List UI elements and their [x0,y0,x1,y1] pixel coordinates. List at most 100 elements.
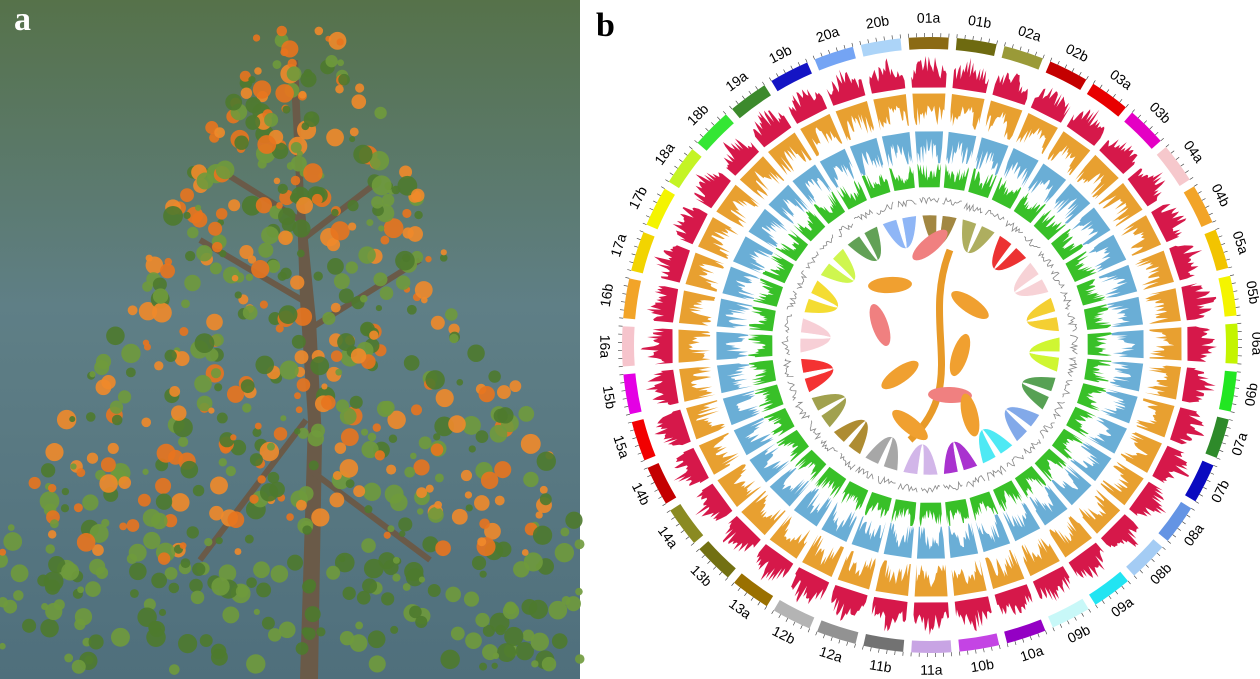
foliage [286,513,294,521]
foliage [335,85,344,94]
foliage [168,664,180,675]
foliage [282,105,291,114]
foliage [435,540,451,557]
foliage [45,544,56,554]
chromosome-label: 02b [1063,40,1091,65]
tick [870,647,872,652]
density-track [831,585,868,621]
foliage [375,304,383,312]
tick [707,560,711,564]
tick [783,69,786,74]
foliage [155,477,172,494]
foliage [560,527,570,537]
density-track [1135,398,1175,438]
tick [1228,266,1233,269]
chromosome-band [732,85,771,119]
tick [716,116,721,120]
density-track [678,329,711,363]
foliage [280,267,292,280]
tick [642,222,647,225]
foliage [244,534,254,544]
foliage [88,634,104,650]
foliage [493,408,508,423]
tick [1160,138,1164,142]
tick [741,95,745,100]
tick [1057,60,1060,65]
foliage [330,221,350,241]
foliage [192,562,206,576]
chromosome-band [958,633,1000,652]
foliage [152,277,167,292]
foliage [339,407,357,425]
foliage [295,642,309,655]
foliage [251,260,270,279]
density-track [1087,332,1112,356]
foliage [152,288,169,304]
foliage [196,395,213,412]
foliage [247,255,257,264]
foliage [450,626,465,641]
gc-line [876,201,894,216]
tick [988,38,990,43]
density-track [1109,361,1144,392]
chromosome-band [631,419,656,461]
tick [1121,585,1125,590]
density-track [1027,163,1067,204]
tick [1223,250,1228,253]
foliage [273,427,288,441]
foliage [307,430,325,447]
tick [1197,191,1202,194]
tick [998,645,1001,650]
density-track [1032,566,1071,602]
foliage [257,135,277,154]
density-track [826,69,866,106]
foliage [155,493,173,510]
tick [694,140,698,144]
gc-line [796,270,808,289]
foliage [242,305,258,320]
chromosome-band [863,633,905,652]
density-track [1151,204,1187,243]
chromosome-label: 10a [1018,642,1045,665]
foliage [235,585,249,598]
gc-line [984,209,1005,221]
density-track [733,417,774,456]
density-track [698,432,740,475]
tick [1182,521,1186,525]
tick [696,548,700,552]
density-track [814,466,847,499]
tick [1095,604,1098,609]
tick [755,86,759,90]
gc-line [853,209,874,221]
density-track [943,163,969,191]
foliage [362,578,378,594]
tick [769,77,772,82]
tick [680,530,685,534]
foliage [234,548,242,556]
foliage [463,591,480,607]
foliage [254,422,262,430]
foliage [89,371,96,378]
tick [843,45,846,50]
synteny-ribbon [1021,376,1057,411]
tick [1139,570,1144,574]
gc-line [1005,220,1023,233]
chromosome-label: 18b [684,101,712,129]
tick [656,193,661,196]
chromosome-band [817,620,859,644]
tick [705,128,709,132]
foliage [361,538,376,553]
gc-line [839,452,856,471]
foliage [523,552,543,572]
foliage [219,250,227,258]
density-track [1034,448,1068,482]
foliage [210,476,228,495]
foliage [268,628,282,642]
density-track [776,429,809,462]
foliage [359,294,368,303]
tick [1027,49,1030,54]
density-track [881,131,913,168]
foliage [121,343,141,364]
tick [1234,298,1239,300]
